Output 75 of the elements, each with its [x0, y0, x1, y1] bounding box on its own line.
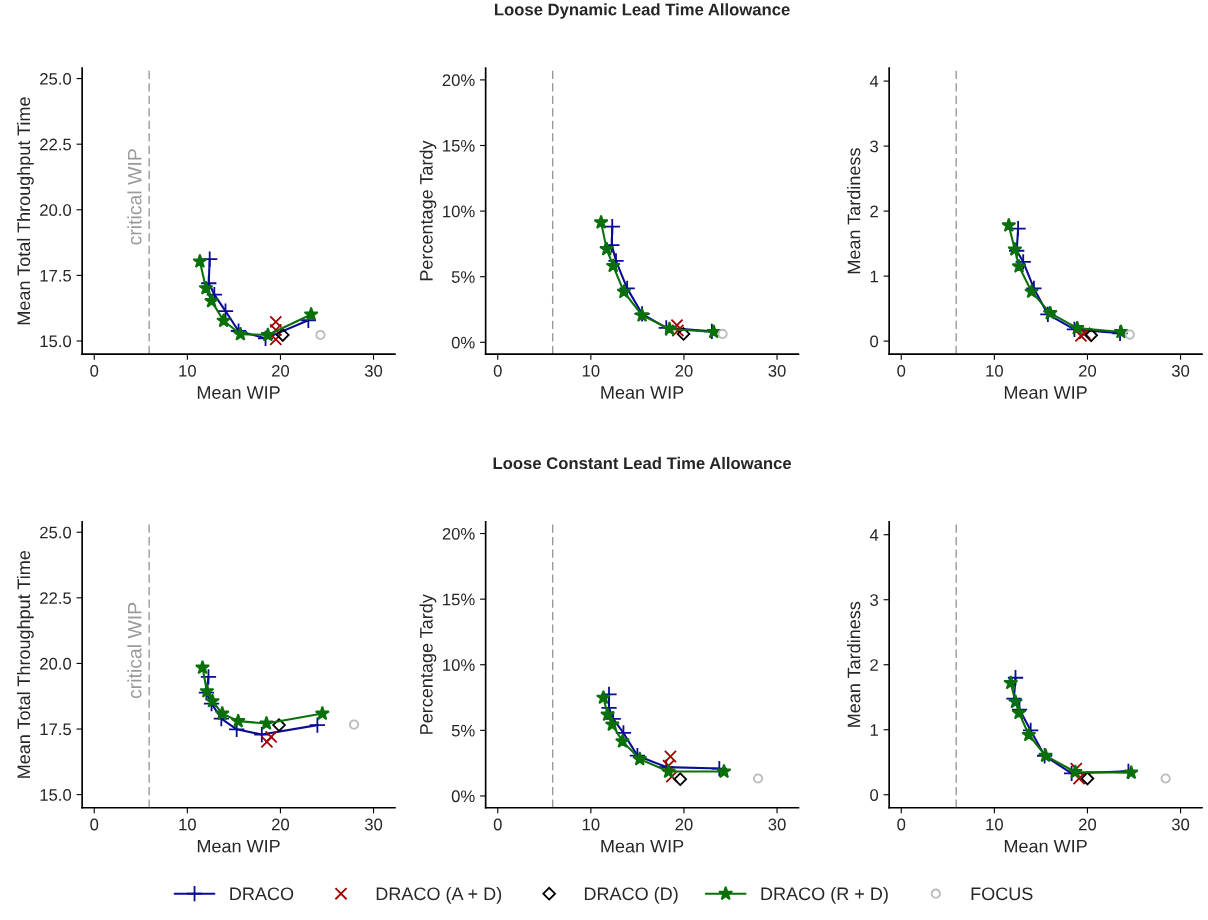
x-tick-label: 30	[364, 364, 383, 377]
y-tick-label: 0	[870, 789, 879, 801]
y-axis-title: Mean Total Throughput Time	[16, 97, 34, 325]
x-axis-title: Mean WIP	[601, 839, 684, 853]
y-tick-label: 4	[869, 75, 879, 88]
y-tick-label: 22.5	[40, 138, 72, 151]
x-tick-label: 20	[1079, 364, 1097, 377]
x-axis-title: Mean WIP	[1004, 386, 1087, 399]
y-axis-title: Mean Total Throughput Time	[16, 550, 34, 778]
y-axis-title: Mean Tardiness	[847, 148, 861, 274]
y-axis-title: Percentage Tardy	[419, 594, 437, 734]
x-tick-label: 0	[897, 818, 906, 831]
y-tick-label: 0	[870, 335, 879, 348]
y-tick-label: 15%	[443, 139, 475, 152]
y-tick-label: 3	[870, 140, 879, 153]
y-tick-label: 5%	[451, 724, 475, 737]
legend-label: FOCUS	[971, 887, 1033, 901]
x-tick-label: 10	[179, 364, 196, 377]
x-tick-label: 30	[768, 364, 786, 377]
x-axis-title: Mean WIP	[197, 386, 280, 399]
x-tick-label: 20	[1079, 818, 1097, 831]
y-tick-label: 15%	[443, 593, 475, 606]
x-tick-label: 0	[897, 364, 906, 377]
ref-line-label: critical WIP	[127, 149, 142, 245]
y-tick-label: 20%	[442, 74, 475, 87]
y-tick-label: 0%	[451, 790, 475, 803]
y-axis-title: Percentage Tardy	[419, 140, 437, 281]
y-tick-label: 0%	[451, 336, 475, 349]
y-tick-label: 10%	[443, 205, 475, 218]
y-tick-label: 20.0	[40, 204, 72, 216]
x-tick-label: 30	[1171, 818, 1190, 831]
x-axis-title: Mean WIP	[1004, 839, 1087, 853]
y-tick-label: 17.5	[40, 723, 72, 736]
legend-label: DRACO	[230, 887, 294, 901]
x-tick-label: 20	[272, 818, 290, 831]
y-axis-title: Mean Tardiness	[847, 601, 861, 727]
x-tick-label: 20	[675, 818, 693, 831]
y-tick-label: 17.5	[40, 269, 72, 282]
x-tick-label: 10	[986, 818, 1003, 831]
y-tick-label: 15.0	[40, 789, 72, 801]
y-tick-label: 25.0	[40, 526, 72, 539]
legend-label: DRACO (D)	[584, 886, 678, 904]
y-tick-label: 4	[869, 529, 879, 541]
x-tick-label: 20	[675, 364, 693, 377]
y-tick-label: 10%	[443, 659, 475, 671]
y-tick-label: 2	[870, 659, 878, 671]
x-tick-label: 0	[493, 364, 502, 377]
x-tick-label: 10	[582, 818, 600, 831]
x-tick-label: 30	[768, 818, 786, 831]
legend-label: DRACO (R + D)	[761, 886, 888, 904]
y-tick-label: 22.5	[40, 592, 72, 605]
x-axis-title: Mean WIP	[601, 386, 684, 399]
ref-line-label: critical WIP	[127, 602, 142, 699]
x-tick-label: 30	[1171, 364, 1190, 377]
x-tick-label: 0	[90, 818, 99, 831]
x-tick-label: 10	[986, 364, 1003, 377]
x-tick-label: 10	[179, 818, 196, 831]
y-tick-label: 15.0	[40, 335, 72, 348]
legend-label: DRACO (A + D)	[376, 886, 502, 904]
chart-title: Loose Constant Lead Time Allowance	[493, 456, 792, 470]
y-tick-label: 20%	[442, 527, 475, 540]
chart-title: Loose Dynamic Lead Time Allowance	[494, 3, 790, 19]
x-tick-label: 30	[364, 818, 383, 831]
x-tick-label: 10	[582, 364, 600, 377]
y-tick-label: 3	[870, 594, 879, 606]
y-tick-label: 2	[870, 205, 878, 218]
x-tick-label: 20	[272, 364, 290, 377]
y-tick-label: 20.0	[40, 657, 72, 670]
y-tick-label: 5%	[451, 271, 475, 283]
y-tick-label: 1	[870, 270, 878, 283]
y-tick-label: 1	[870, 724, 878, 736]
y-tick-label: 25.0	[40, 72, 72, 85]
x-axis-title: Mean WIP	[197, 839, 280, 853]
x-tick-label: 0	[90, 364, 99, 377]
x-tick-label: 0	[493, 818, 502, 831]
